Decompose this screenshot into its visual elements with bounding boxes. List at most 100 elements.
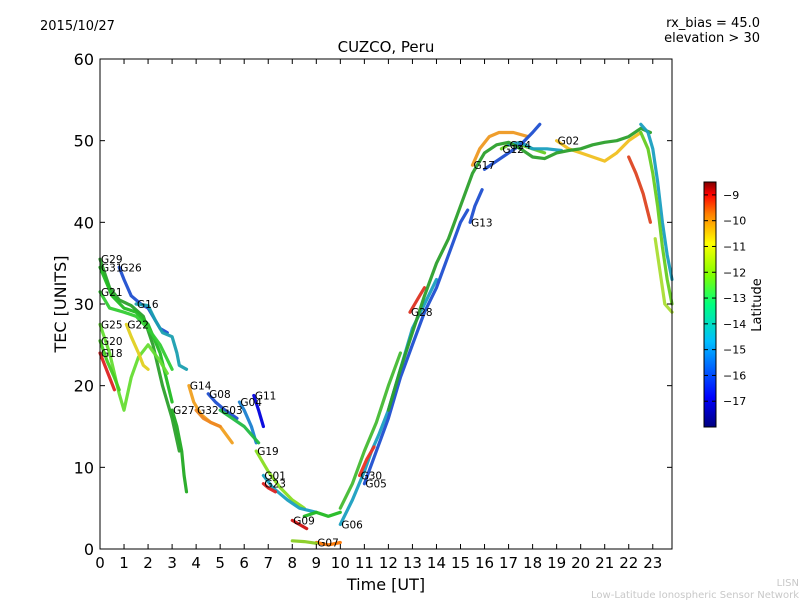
series-line <box>302 510 342 518</box>
series-line <box>98 322 169 412</box>
series-line <box>482 122 542 171</box>
series-line <box>507 140 564 153</box>
x-tick-label: 4 <box>191 554 201 572</box>
x-tick-label: 12 <box>379 554 398 572</box>
x-tick-label: 18 <box>523 554 542 572</box>
colorbar-tick-label: −17 <box>723 395 746 408</box>
y-tick-label: 50 <box>74 132 94 151</box>
x-tick-label: 14 <box>427 554 446 572</box>
series-label: G16 <box>137 299 159 311</box>
x-tick-label: 2 <box>143 554 153 572</box>
colorbar-tick-label: −9 <box>723 189 739 202</box>
series-line <box>237 400 258 445</box>
x-tick-label: 8 <box>287 554 297 572</box>
x-tick-label: 23 <box>643 554 662 572</box>
x-axis-ticks: 0 1 2 3 4 5 6 7 8 9 10 11 12 13 14 15 16 17 18 19 20 21 22 23 <box>95 59 662 572</box>
series-line <box>98 339 121 392</box>
series-line <box>639 130 674 306</box>
x-tick-label: 10 <box>331 554 350 572</box>
series-label: G03 <box>221 405 243 417</box>
plot-frame <box>99 58 673 550</box>
series-label: G20 <box>101 336 123 348</box>
series-label: G17 <box>474 160 496 172</box>
bias-label: rx_bias = 45.0 <box>666 16 760 31</box>
series-line <box>261 473 318 514</box>
series-line <box>408 286 427 314</box>
series-label: G08 <box>209 389 231 401</box>
series-line <box>261 482 277 494</box>
series-line <box>386 126 653 412</box>
series-line <box>653 237 674 314</box>
series-line <box>98 290 174 371</box>
colorbar-tick-label: −11 <box>723 240 746 253</box>
series-line <box>170 408 189 494</box>
y-tick-label: 0 <box>84 540 94 559</box>
series-label: G24 <box>510 140 532 152</box>
series-line <box>627 155 653 224</box>
y-axis-ticks: 0 10 20 30 40 50 60 <box>74 50 672 559</box>
elevation-label: elevation > 30 <box>664 31 760 46</box>
date-label: 2015/10/27 <box>40 19 115 34</box>
x-tick-label: 19 <box>547 554 566 572</box>
colorbar-tick-label: −15 <box>723 344 746 357</box>
series-label: G04 <box>240 397 262 409</box>
colorbar-tick-label: −14 <box>723 318 746 331</box>
x-tick-label: 20 <box>571 554 590 572</box>
series-label: G01 <box>264 471 286 483</box>
series-line <box>254 449 306 510</box>
series-line <box>98 351 117 392</box>
x-tick-label: 3 <box>167 554 177 572</box>
y-tick-label: 40 <box>74 213 94 232</box>
series-line <box>362 208 470 486</box>
series-line <box>358 445 376 478</box>
series-label: G21 <box>101 287 123 299</box>
series-label: G02 <box>558 136 580 148</box>
series-label: G31 <box>101 262 123 274</box>
y-tick-label: 20 <box>74 377 94 396</box>
series-label: G23 <box>264 479 286 491</box>
series-label: G28 <box>411 307 433 319</box>
y-axis-label: TEC [UNITS] <box>51 256 70 354</box>
series-label: G11 <box>255 390 277 402</box>
series-label: G22 <box>127 319 149 331</box>
colorbar-tick-label: −16 <box>723 369 746 382</box>
series-line <box>290 518 309 531</box>
colorbar-label: Latitude <box>750 278 765 332</box>
x-tick-label: 22 <box>619 554 638 572</box>
y-tick-label: 10 <box>74 458 94 477</box>
series-line <box>206 392 239 420</box>
series-line <box>252 393 265 429</box>
y-tick-label: 60 <box>74 50 94 69</box>
series-label: G32 <box>197 405 219 417</box>
x-tick-label: 6 <box>239 554 249 572</box>
series-line <box>218 408 261 445</box>
x-tick-label: 7 <box>263 554 273 572</box>
series-line <box>639 122 674 282</box>
series-label: G26 <box>120 262 142 274</box>
colorbar-ticks: −17 −16 −15 −14 −13 −12 −11 −10 −9 <box>704 189 746 408</box>
footer-lisn: LISN <box>777 578 799 589</box>
series-line <box>124 322 150 371</box>
x-tick-label: 9 <box>312 554 322 572</box>
series-line <box>468 188 484 224</box>
series-line <box>134 302 189 371</box>
x-tick-label: 0 <box>95 554 105 572</box>
series-label: G12 <box>502 144 523 156</box>
series-label: G27 <box>173 405 195 417</box>
x-axis-label: Time [UT] <box>346 575 425 594</box>
series-line <box>290 539 318 545</box>
x-tick-label: 5 <box>215 554 225 572</box>
colorbar-tick-label: −13 <box>723 292 746 305</box>
x-tick-label: 11 <box>355 554 374 572</box>
colorbar-tick-label: −10 <box>723 215 746 228</box>
series-line <box>338 351 402 510</box>
series-label: G13 <box>471 217 493 229</box>
series-label: G25 <box>101 319 123 331</box>
series-label: G06 <box>341 520 363 532</box>
series-label: G30 <box>361 471 383 483</box>
x-tick-label: 21 <box>595 554 614 572</box>
series-label: G05 <box>365 479 387 491</box>
x-tick-label: 1 <box>119 554 129 572</box>
